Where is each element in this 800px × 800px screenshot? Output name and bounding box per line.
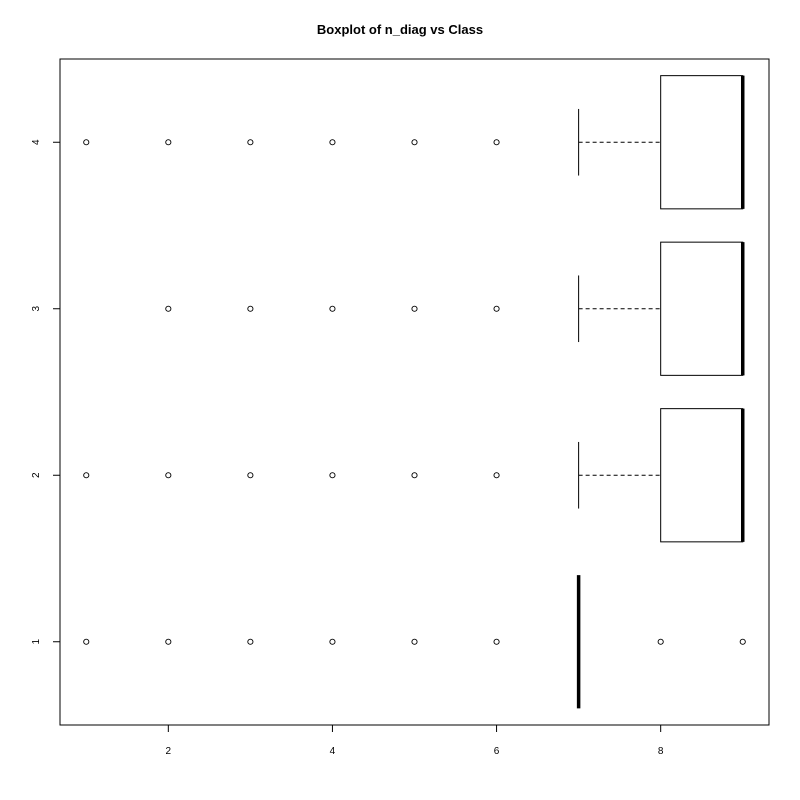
y-tick-label: 3 [31,306,42,312]
outlier-point [165,305,172,312]
outlier-point [247,139,254,146]
y-tick-label: 2 [31,472,42,478]
outlier-point [657,638,664,645]
chart-title: Boxplot of n_diag vs Class [316,22,484,37]
outlier-point [329,139,336,146]
outlier-point [165,638,172,645]
outlier-point [329,472,336,479]
x-tick-label: 8 [658,746,664,757]
y-axis: 1 2 3 4 [31,139,60,645]
outlier-point [411,472,418,479]
outlier-point [739,638,746,645]
outlier-point [83,638,90,645]
outlier-point [493,305,500,312]
outlier-point [411,139,418,146]
box-iqr [660,408,744,543]
x-tick-label: 6 [494,746,500,757]
box-iqr [660,241,744,376]
outlier-point [493,472,500,479]
plot-frame [59,58,770,726]
outlier-point [247,638,254,645]
box-iqr [660,75,744,210]
outlier-point [247,305,254,312]
outlier-point [329,305,336,312]
y-tick-label: 1 [31,639,42,645]
boxes-group [576,75,745,709]
x-tick-label: 4 [330,746,336,757]
x-axis: 2 4 6 8 [166,725,664,757]
outlier-point [411,638,418,645]
outlier-point [83,139,90,146]
outlier-point [165,472,172,479]
outlier-point [165,139,172,146]
y-tick-label: 4 [31,139,42,145]
outlier-point [493,638,500,645]
outlier-point [493,139,500,146]
outlier-point [247,472,254,479]
outlier-point [411,305,418,312]
outliers-group [83,139,746,645]
outlier-point [83,472,90,479]
x-tick-label: 2 [166,746,172,757]
outlier-point [329,638,336,645]
